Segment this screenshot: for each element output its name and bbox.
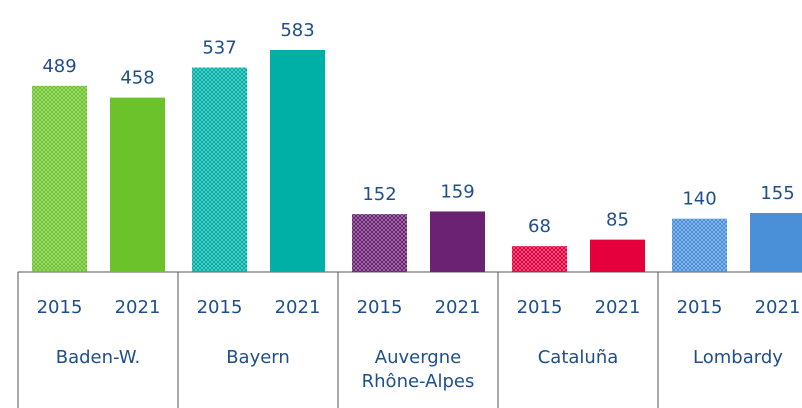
year-label: 2021 [754, 297, 801, 318]
region-label: Cataluña [537, 347, 619, 368]
bar [270, 50, 325, 272]
value-label: 489 [42, 56, 76, 77]
bar [672, 218, 727, 272]
bar [750, 212, 802, 272]
region-label: Auvergne Rhône-Alpes [361, 347, 475, 392]
region-label: Bayern [226, 347, 290, 368]
year-label: 2021 [274, 297, 321, 318]
year-label: 2015 [36, 297, 83, 318]
value-label: 140 [682, 189, 716, 210]
bar [590, 239, 645, 272]
value-label: 583 [280, 20, 314, 41]
value-label: 85 [606, 210, 629, 231]
year-label: 2015 [196, 297, 243, 318]
year-label: 2015 [676, 297, 723, 318]
year-label: 2015 [516, 297, 563, 318]
year-label: 2021 [114, 297, 161, 318]
value-label: 537 [202, 38, 236, 59]
year-label: 2021 [594, 297, 641, 318]
bar [512, 246, 567, 272]
year-label: 2015 [356, 297, 403, 318]
region-label: Baden-W. [55, 347, 141, 368]
value-label: 152 [362, 184, 396, 205]
year-label: 2021 [434, 297, 481, 318]
region-label: Lombardy [693, 347, 783, 368]
bar [192, 67, 247, 272]
bar [32, 85, 87, 273]
value-label: 159 [440, 181, 474, 202]
bar [110, 97, 165, 272]
value-label: 155 [760, 183, 794, 204]
value-label: 68 [528, 216, 551, 237]
bar [430, 211, 485, 272]
bar [352, 214, 407, 272]
value-label: 458 [120, 68, 154, 89]
